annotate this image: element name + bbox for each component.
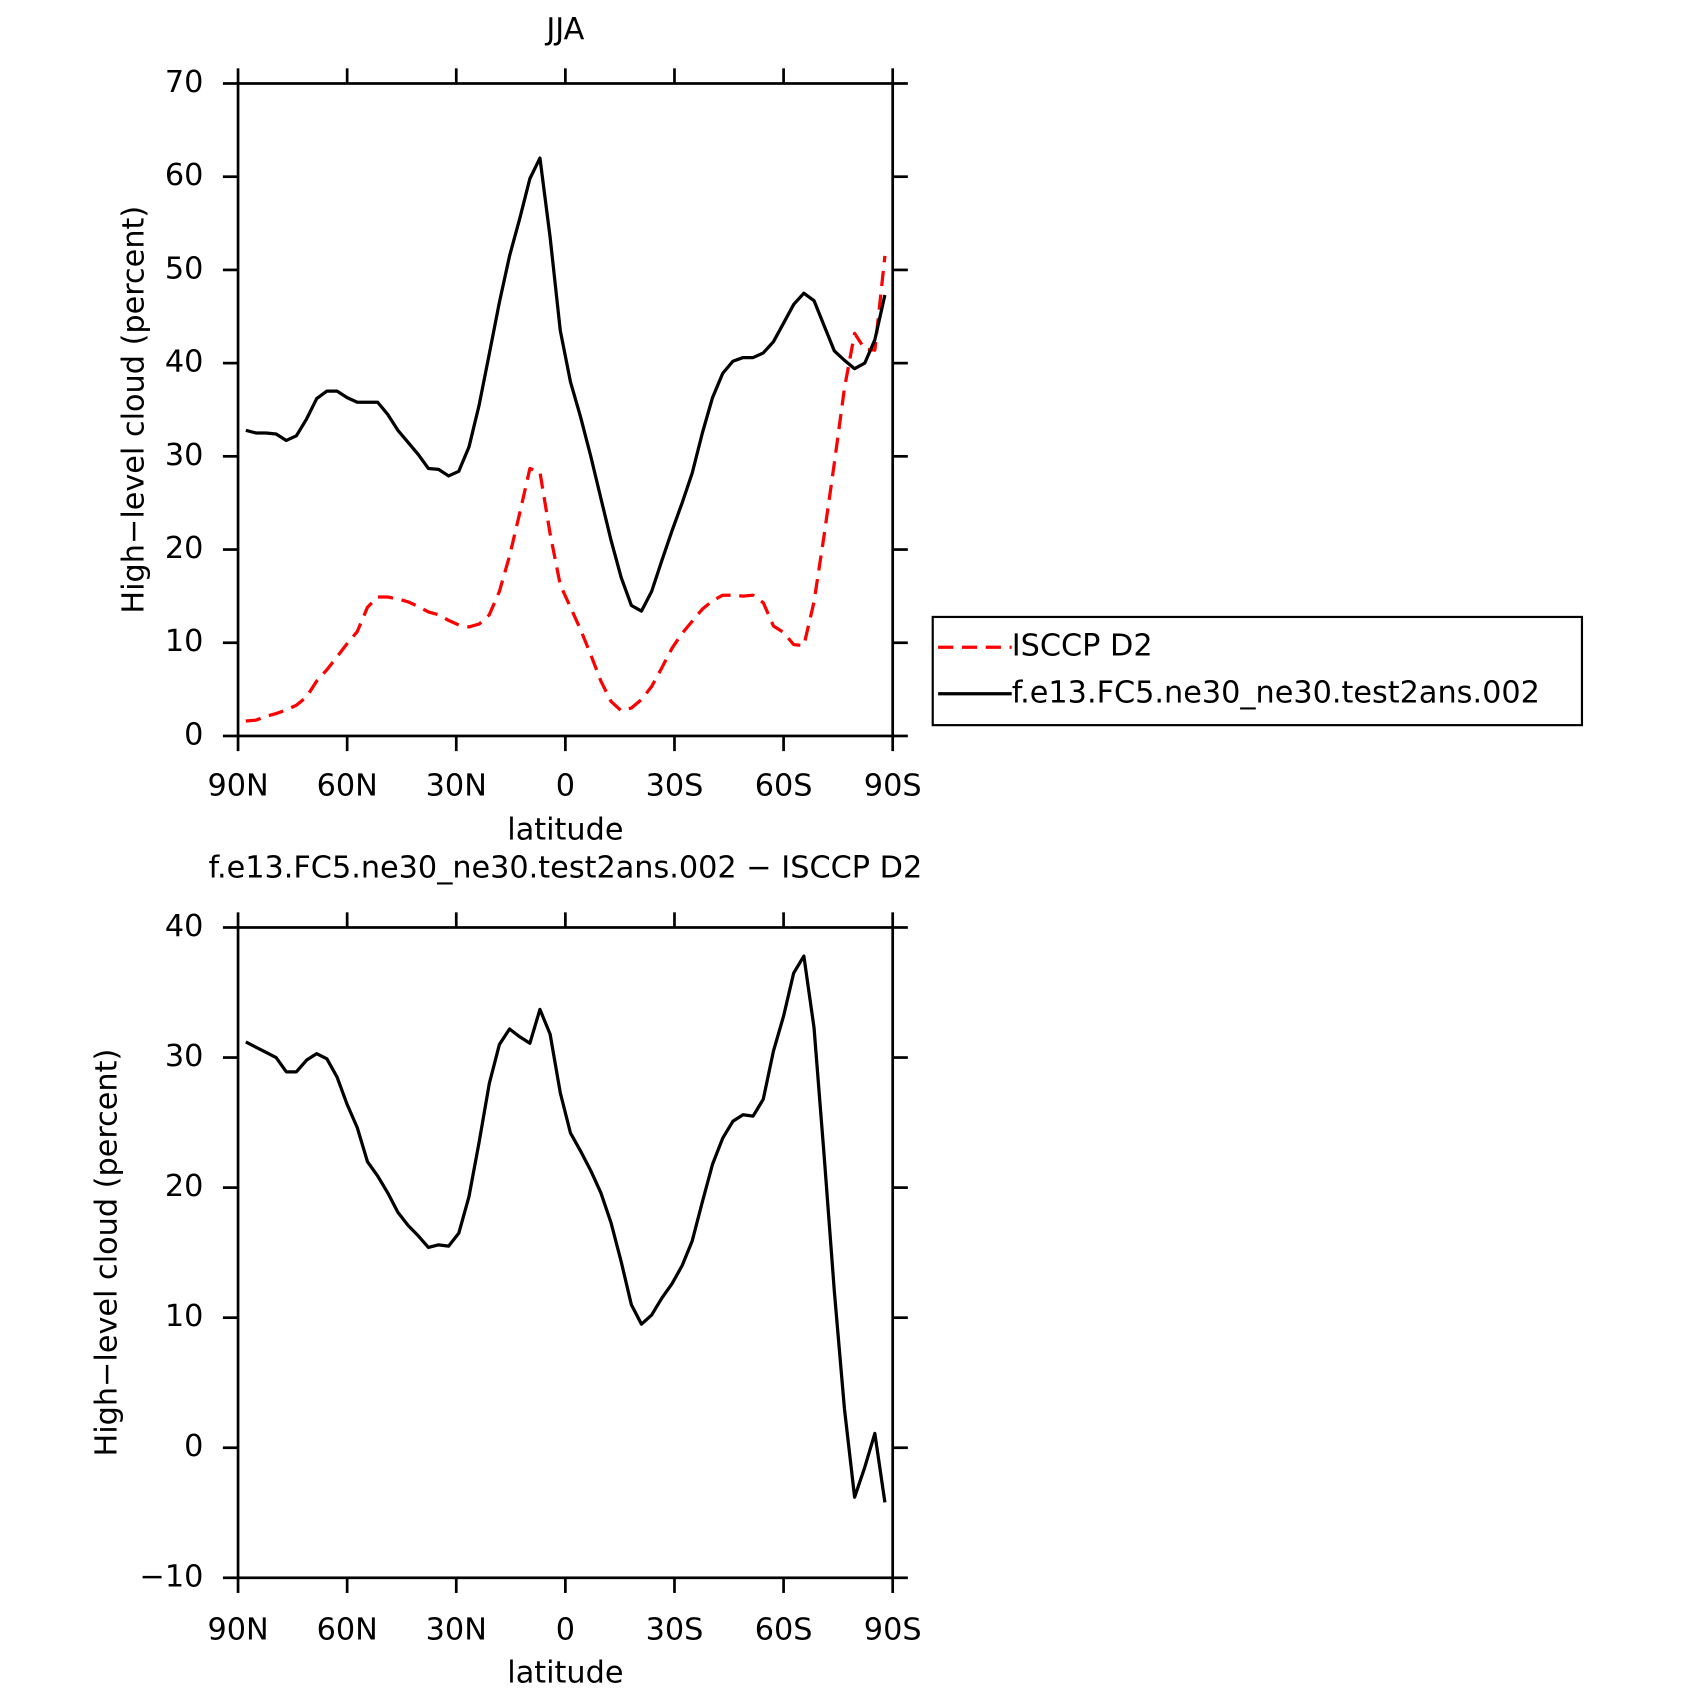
chart: f.e13.FC5.ne30_ne30.test2ans.002 − ISCCP… — [90, 851, 923, 1691]
y-tick-label: 40 — [165, 909, 204, 944]
y-tick-label: 30 — [165, 1039, 204, 1074]
x-tick-label: 30N — [426, 768, 487, 803]
y-tick-label: 0 — [184, 1429, 203, 1464]
y-tick-label: 10 — [165, 624, 204, 659]
x-tick-label: 90S — [864, 1612, 922, 1647]
y-tick-label: 30 — [165, 438, 204, 473]
y-tick-label: 70 — [165, 65, 204, 100]
x-tick-label: 60S — [755, 1612, 813, 1647]
y-tick-label: 0 — [184, 717, 203, 752]
y-tick-label: 60 — [165, 158, 204, 193]
x-tick-label: 30N — [426, 1612, 487, 1647]
chart-title: JJA — [544, 12, 584, 47]
data-line — [245, 255, 887, 723]
x-tick-label: 90N — [207, 768, 268, 803]
data-line — [245, 954, 887, 1503]
x-tick-label: 60N — [317, 768, 378, 803]
y-tick-label: 20 — [165, 531, 204, 566]
x-tick-label: 90S — [864, 768, 922, 803]
x-tick-label: 30S — [646, 1612, 704, 1647]
legend-box — [931, 615, 1584, 727]
x-tick-label: 0 — [556, 768, 575, 803]
x-tick-label: 90N — [207, 1612, 268, 1647]
plot-frame — [236, 926, 895, 1580]
legend-label: ISCCP D2 — [1012, 629, 1153, 664]
x-tick-label: 0 — [556, 1612, 575, 1647]
x-tick-label: 60S — [755, 768, 813, 803]
y-axis-label: High−level cloud (percent) — [90, 1049, 125, 1457]
chart-title: f.e13.FC5.ne30_ne30.test2ans.002 − ISCCP… — [209, 851, 923, 886]
data-line — [245, 156, 887, 613]
x-axis-label: latitude — [507, 1656, 623, 1691]
plot-frame — [236, 82, 895, 738]
y-axis-label: High−level cloud (percent) — [117, 206, 152, 614]
y-tick-label: 10 — [165, 1299, 204, 1334]
chart: JJA 0 10 20 30 40 50 60 70 90N 60N 30N 0 30S 60S 90S lat… — [117, 12, 1584, 848]
x-tick-label: 30S — [646, 768, 704, 803]
y-tick-label: 50 — [165, 251, 204, 286]
legend-label: f.e13.FC5.ne30_ne30.test2ans.002 — [1012, 675, 1540, 710]
y-tick-label: 20 — [165, 1169, 204, 1204]
x-tick-label: 60N — [317, 1612, 378, 1647]
x-axis-label: latitude — [507, 813, 623, 848]
y-tick-label: −10 — [140, 1559, 204, 1594]
y-tick-label: 40 — [165, 345, 204, 380]
